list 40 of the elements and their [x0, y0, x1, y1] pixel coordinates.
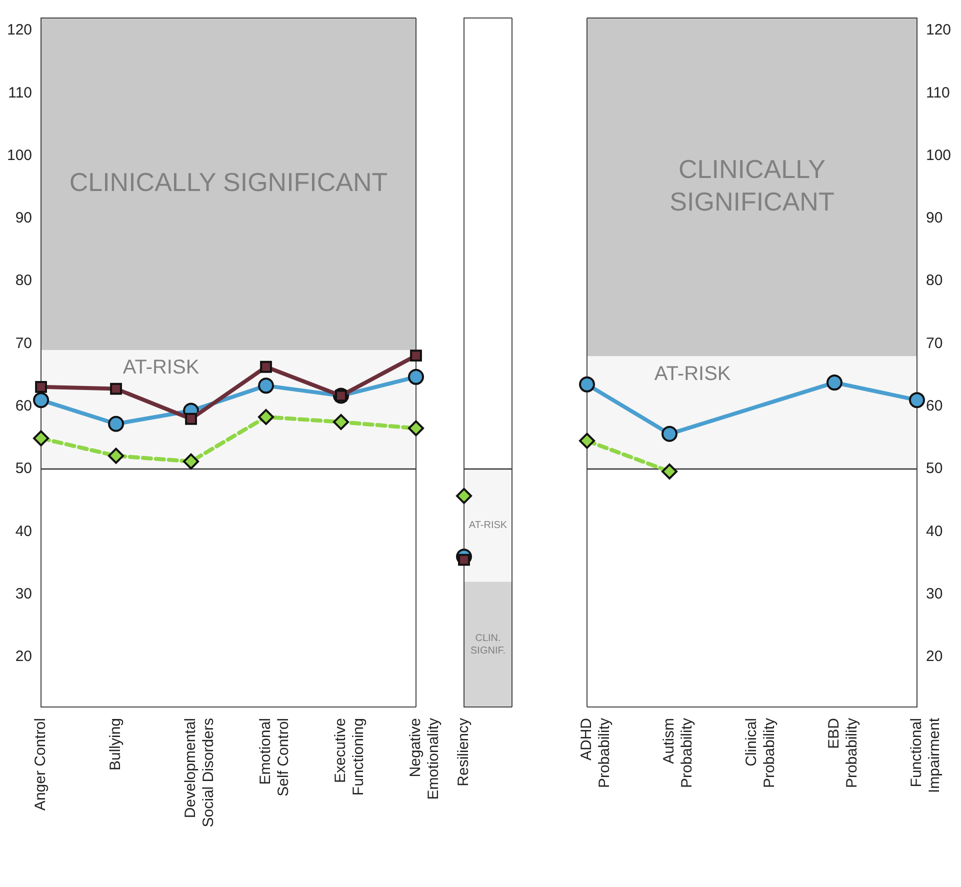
x-tick-label: Clinical Probability: [743, 718, 778, 788]
y2-tick-label: 80: [926, 272, 943, 290]
y-tick-label: 120: [6, 22, 32, 39]
x-tick-label: Bullying: [107, 718, 124, 771]
x-tick-label: Negative Emotionality: [407, 718, 442, 800]
y2-tick-label: 90: [926, 210, 943, 227]
y-tick-label: 110: [8, 84, 32, 102]
x-tick-label: Developmental Social Disorders: [182, 718, 218, 828]
x-tick-label: Autism Probability: [660, 718, 696, 788]
band-label: AT-RISK: [468, 520, 508, 532]
y-tick-label: 50: [15, 460, 32, 478]
band-label: AT-RISK: [654, 362, 732, 385]
y-tick-label: 70: [15, 334, 32, 352]
y-tick-label: 100: [6, 146, 32, 164]
y-tick-label: 40: [15, 522, 32, 540]
x-tick-label: ADHD Probability: [578, 718, 614, 788]
y-tick-label: 30: [15, 585, 32, 602]
x-tick-label: EBD Probability: [826, 718, 861, 788]
y-tick-label: 90: [15, 210, 32, 227]
y2-tick-label: 50: [926, 460, 943, 478]
y-tick-label: 20: [15, 648, 32, 666]
y2-tick-label: 100: [926, 146, 952, 164]
band-label: AT-RISK: [122, 356, 200, 378]
y2-tick-label: 20: [926, 648, 943, 666]
x-tick-label: Resiliency: [455, 718, 472, 786]
y-tick-label: 60: [15, 397, 32, 414]
y2-tick-label: 30: [926, 585, 943, 602]
band-label: CLIN. SIGNIF.: [470, 632, 506, 656]
y-tick-label: 80: [15, 272, 32, 290]
band-label: CLINICALLY SIGNIFICANT: [670, 154, 834, 217]
band-label: CLINICALLY SIGNIFICANT: [69, 167, 388, 198]
x-tick-label: Anger Control: [32, 718, 50, 811]
x-tick-label: Functional Impairment: [908, 717, 944, 794]
y2-tick-label: 60: [926, 397, 943, 414]
y2-tick-label: 110: [926, 84, 950, 102]
y2-tick-label: 40: [926, 522, 943, 540]
x-tick-label: Emotional Self Control: [257, 718, 292, 796]
y2-tick-label: 70: [926, 334, 943, 352]
x-tick-label: Executive Functioning: [332, 718, 368, 796]
y2-tick-label: 120: [926, 22, 952, 39]
